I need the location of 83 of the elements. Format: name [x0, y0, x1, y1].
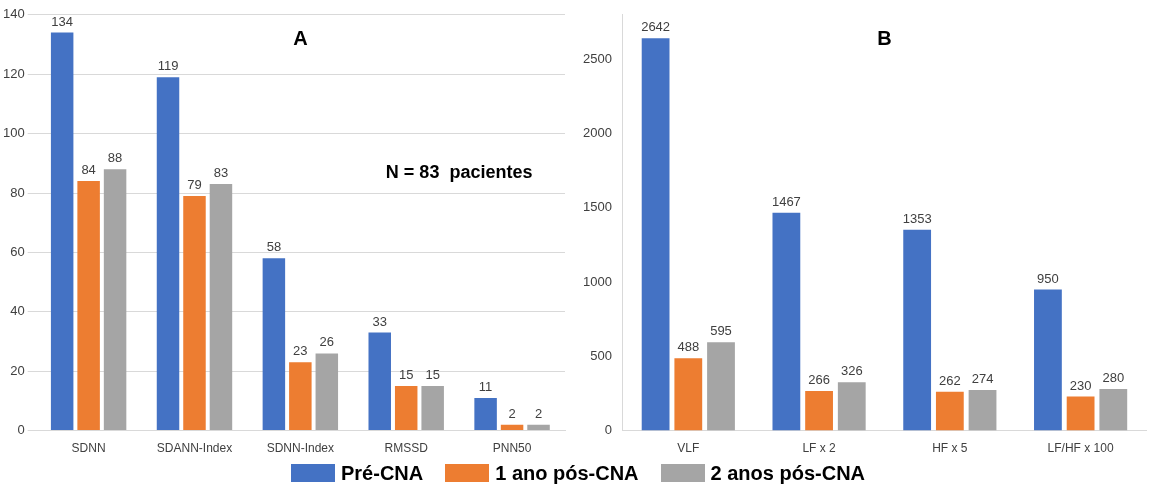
bar	[368, 332, 391, 431]
bar	[394, 386, 418, 431]
annotation: A	[293, 27, 308, 50]
data-label: 262	[938, 372, 961, 388]
y-tick-label: 1000	[583, 273, 612, 289]
annotation: N = 83 pacientes	[385, 161, 533, 182]
x-tick-label: VLF	[677, 441, 700, 456]
bar	[805, 391, 833, 431]
y-tick-label: 2000	[583, 125, 612, 141]
data-label: 88	[107, 150, 123, 166]
data-label: 15	[398, 367, 414, 383]
data-label: 488	[677, 339, 700, 355]
data-label: 58	[266, 239, 282, 255]
data-label: 15	[425, 367, 440, 383]
data-label: 2642	[641, 19, 671, 35]
y-tick-label: 1500	[583, 199, 612, 215]
bar	[500, 424, 524, 431]
x-tick-label: LF x 2	[802, 441, 837, 456]
bar	[77, 181, 100, 431]
y-tick-label: 60	[10, 243, 25, 259]
bar	[1099, 389, 1128, 431]
bar	[935, 391, 964, 431]
bar	[903, 229, 932, 431]
data-label: 33	[372, 313, 387, 329]
y-tick-label: 0	[604, 422, 612, 438]
data-label: 1467	[771, 193, 801, 209]
data-label: 274	[971, 370, 994, 386]
x-tick-label: SDNN	[71, 441, 106, 456]
data-label: 1353	[902, 210, 932, 226]
bar	[315, 353, 339, 431]
data-label: 230	[1069, 377, 1092, 393]
legend-label: 1 ano pós-CNA	[494, 462, 639, 485]
bar	[772, 212, 801, 431]
bar	[641, 38, 670, 431]
bar	[421, 386, 444, 431]
y-tick-label: 500	[590, 347, 612, 363]
x-tick-label: HF x 5	[932, 441, 968, 456]
bar	[156, 77, 180, 431]
data-label: 119	[157, 58, 179, 74]
y-tick-label: 0	[17, 422, 25, 438]
data-label: 595	[710, 323, 732, 339]
legend-label: Pré-CNA	[339, 462, 424, 485]
data-label: 2	[508, 405, 516, 421]
data-label: 266	[808, 372, 830, 388]
bar	[707, 342, 735, 431]
bar	[968, 389, 997, 431]
bar	[837, 382, 866, 431]
bar	[474, 397, 497, 431]
y-tick-label: 80	[10, 184, 25, 200]
bar	[1034, 289, 1062, 431]
bar	[262, 258, 286, 431]
data-label: 23	[293, 343, 308, 359]
x-tick-label: SDNN-Index	[266, 441, 335, 456]
bar	[527, 424, 550, 431]
data-label: 83	[213, 165, 229, 181]
data-label: 26	[319, 334, 335, 350]
data-label: 326	[840, 363, 863, 379]
data-label: 11	[478, 379, 493, 395]
bar	[103, 169, 127, 431]
annotation: B	[877, 27, 892, 50]
bar	[183, 195, 206, 431]
bar	[209, 184, 233, 431]
x-tick-label: SDANN-Index	[156, 441, 233, 456]
y-tick-label: 2500	[583, 50, 612, 66]
y-tick-label: 100	[2, 125, 25, 141]
data-label: 280	[1102, 370, 1125, 386]
x-tick-label: RMSSD	[384, 441, 429, 456]
x-tick-label: PNN50	[492, 441, 532, 456]
x-tick-label: LF/HF x 100	[1047, 441, 1114, 456]
bar	[289, 362, 312, 431]
y-tick-label: 20	[10, 362, 25, 378]
legend-label: 2 anos pós-CNA	[709, 462, 866, 485]
bar	[1066, 396, 1095, 431]
y-tick-label: 120	[2, 65, 25, 81]
bar	[674, 358, 703, 431]
bar	[50, 32, 74, 431]
data-label: 950	[1037, 270, 1059, 286]
y-tick-label: 40	[10, 303, 25, 319]
data-label: 84	[81, 162, 96, 178]
data-label: 2	[534, 405, 543, 421]
data-label: 134	[51, 13, 74, 29]
y-tick-label: 140	[2, 6, 25, 22]
data-label: 79	[187, 177, 202, 193]
